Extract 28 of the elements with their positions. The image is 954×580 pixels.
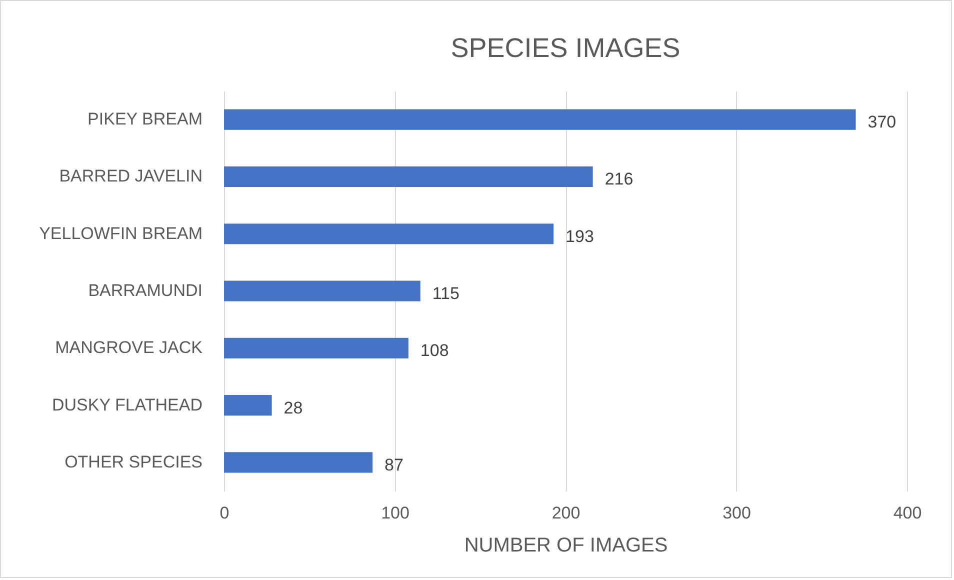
x-tick-label: 200 [552,504,580,522]
y-tick-label: BARRAMUNDI [88,281,202,300]
chart-title: SPECIES IMAGES [450,33,680,63]
y-tick-label: DUSKY FLATHEAD [52,395,202,414]
data-label: 108 [420,341,449,360]
y-tick-label: BARRED JAVELIN [59,166,202,186]
data-label: 193 [566,226,594,246]
data-label: 216 [604,170,634,189]
bar [224,452,373,473]
data-label: 28 [284,398,303,418]
bar [224,280,420,302]
y-tick-label: MANGROVE JACK [55,338,204,358]
x-axis-title: NUMBER OF IMAGES [464,534,668,556]
x-tick-label: 300 [722,504,751,522]
data-label: 370 [868,112,896,132]
y-tick-label: YELLOWFIN BREAM [39,224,202,243]
bar [224,166,593,187]
y-tick-label: OTHER SPECIES [64,452,202,472]
bar [224,224,554,244]
bar [224,338,408,358]
bar [224,395,272,416]
x-tick-label: 0 [220,504,230,522]
x-tick-label: 100 [381,504,410,522]
bar [224,109,856,130]
data-label: 115 [432,284,460,303]
x-tick-label: 400 [893,504,922,522]
data-label: 87 [384,455,404,474]
y-tick-label: PIKEY BREAM [88,110,202,129]
